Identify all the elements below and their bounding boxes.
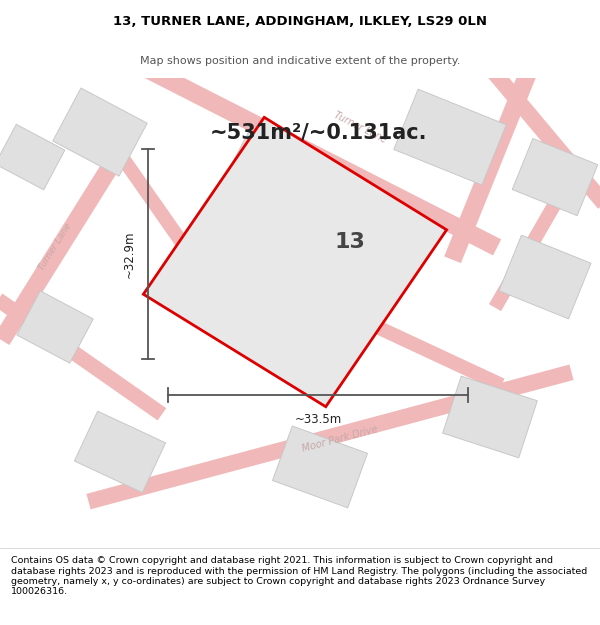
Polygon shape [444,71,536,263]
Polygon shape [499,235,591,319]
Text: ~32.9m: ~32.9m [123,230,136,278]
Text: 13, TURNER LANE, ADDINGHAM, ILKLEY, LS29 0LN: 13, TURNER LANE, ADDINGHAM, ILKLEY, LS29… [113,16,487,28]
Text: ~531m²/~0.131ac.: ~531m²/~0.131ac. [210,122,427,142]
Text: Map shows position and indicative extent of the property.: Map shows position and indicative extent… [140,56,460,66]
Text: ~33.5m: ~33.5m [295,413,341,426]
Polygon shape [53,88,147,176]
Text: 13: 13 [335,232,365,252]
Polygon shape [74,411,166,492]
Polygon shape [143,118,446,407]
Polygon shape [101,132,199,262]
Polygon shape [86,364,574,509]
Polygon shape [512,139,598,216]
Polygon shape [0,294,166,421]
Text: Contains OS data © Crown copyright and database right 2021. This information is : Contains OS data © Crown copyright and d… [11,556,587,596]
Text: Turner Lane: Turner Lane [332,109,388,145]
Polygon shape [470,46,600,209]
Polygon shape [0,149,126,345]
Polygon shape [17,291,93,363]
Polygon shape [394,89,506,185]
Text: Turner Lane: Turner Lane [37,222,73,272]
Polygon shape [220,129,320,224]
Polygon shape [0,124,65,190]
Polygon shape [443,376,538,458]
Polygon shape [489,183,571,311]
Polygon shape [272,426,368,508]
Polygon shape [256,201,364,303]
Text: Moor Park Drive: Moor Park Drive [301,424,379,454]
Polygon shape [335,302,505,391]
Polygon shape [119,49,501,256]
